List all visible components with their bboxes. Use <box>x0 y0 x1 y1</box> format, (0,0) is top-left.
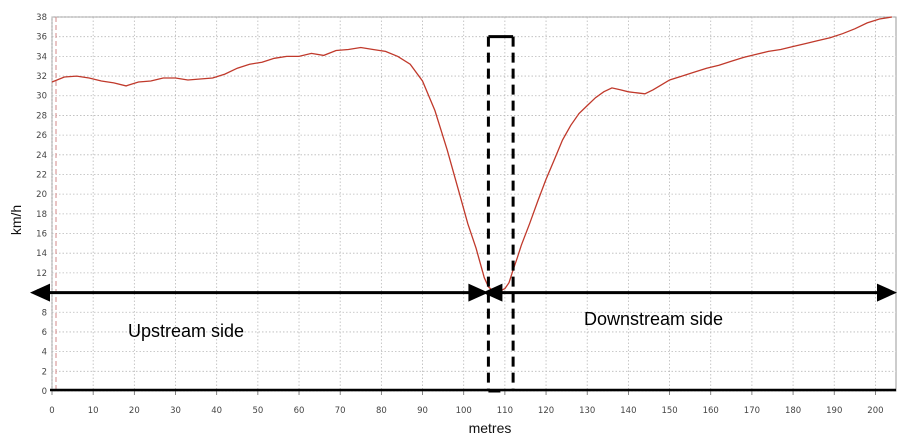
downstream-label: Downstream side <box>584 309 723 329</box>
downstream-arrow-head-right <box>877 283 897 302</box>
x-tick-label: 120 <box>538 406 554 416</box>
x-tick-label: 0 <box>49 406 54 416</box>
y-tick-label: 14 <box>36 249 47 259</box>
x-tick-label: 180 <box>785 406 801 416</box>
y-tick-label: 36 <box>36 33 47 43</box>
y-tick-label: 26 <box>36 131 47 141</box>
x-tick-label: 200 <box>867 406 883 416</box>
x-tick-label: 70 <box>335 406 346 416</box>
x-tick-label: 80 <box>376 406 387 416</box>
x-axis-label: metres <box>469 420 512 436</box>
x-tick-label: 90 <box>417 406 428 416</box>
x-tick-label: 10 <box>88 406 99 416</box>
upstream-arrow-head-right <box>468 283 489 302</box>
y-tick-label: 18 <box>36 210 47 220</box>
x-axis-ticks: 0 10 20 30 40 50 60 70 80 90 100 110 120 130 140 150 160… <box>49 391 884 416</box>
y-tick-label: 34 <box>36 52 47 62</box>
x-tick-label: 140 <box>620 406 636 416</box>
y-tick-label: 20 <box>36 190 47 200</box>
dashed-box <box>50 35 896 393</box>
side-arrows <box>30 283 897 302</box>
y-tick-label: 32 <box>36 72 47 82</box>
y-tick-label: 0 <box>42 387 47 397</box>
downstream-arrow <box>482 283 897 302</box>
y-axis-ticks: 02468101214161820222426283032343638 <box>36 13 47 397</box>
y-axis-label: km/h <box>8 205 24 235</box>
x-tick-label: 170 <box>744 406 760 416</box>
y-tick-label: 38 <box>36 13 47 23</box>
x-tick-label: 130 <box>579 406 595 416</box>
x-tick-label: 50 <box>252 406 263 416</box>
y-tick-label: 4 <box>42 348 47 358</box>
x-tick-label: 100 <box>456 406 472 416</box>
x-tick-label: 60 <box>294 406 305 416</box>
y-tick-label: 24 <box>36 151 47 161</box>
y-tick-label: 30 <box>36 92 47 102</box>
y-tick-label: 28 <box>36 111 47 121</box>
x-tick-label: 190 <box>826 406 842 416</box>
y-tick-label: 2 <box>42 367 47 377</box>
downstream-arrow-head-left <box>482 283 503 302</box>
x-tick-label: 30 <box>170 406 181 416</box>
x-tick-label: 110 <box>497 406 513 416</box>
x-tick-label: 160 <box>703 406 719 416</box>
x-tick-label: 20 <box>129 406 140 416</box>
x-tick-label: 150 <box>661 406 677 416</box>
upstream-label: Upstream side <box>128 321 244 341</box>
y-tick-label: 22 <box>36 170 47 180</box>
y-tick-label: 8 <box>42 308 47 318</box>
upstream-arrow-head-left <box>30 283 50 302</box>
y-tick-label: 16 <box>36 230 47 240</box>
x-tick-label: 40 <box>211 406 222 416</box>
upstream-arrow <box>30 283 489 302</box>
y-tick-label: 6 <box>42 328 47 338</box>
y-tick-label: 12 <box>36 269 47 279</box>
